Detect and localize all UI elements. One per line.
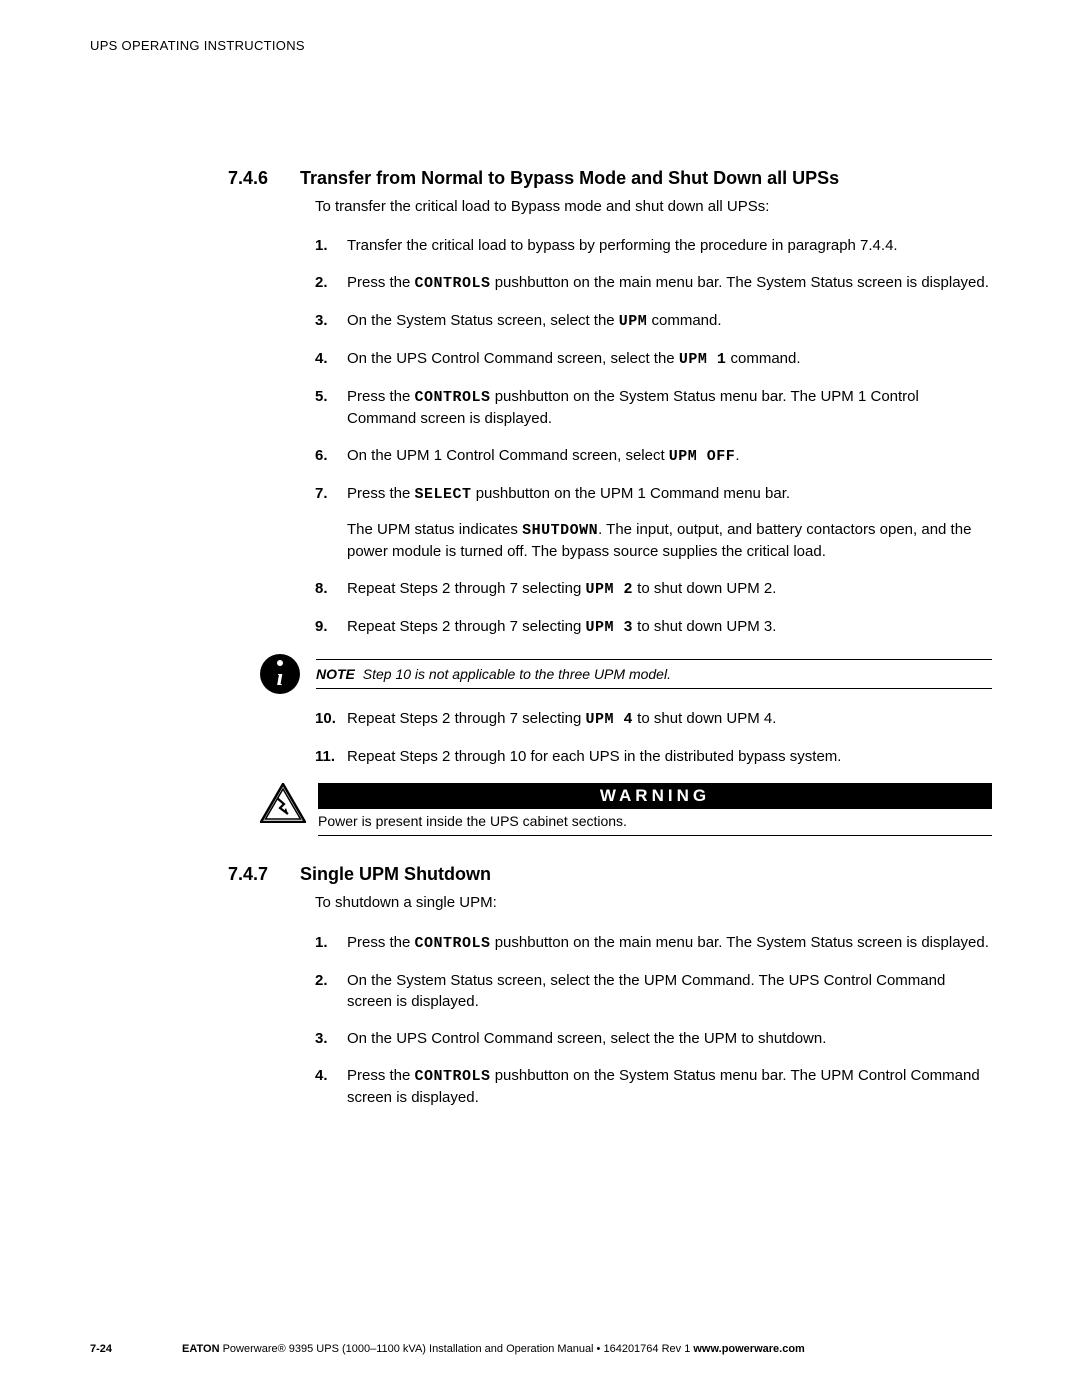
follow-pre: The UPM status indicates bbox=[347, 521, 522, 538]
step-item: Press the CONTROLS pushbutton on the Sys… bbox=[315, 386, 992, 429]
footer-brand: EATON bbox=[182, 1343, 220, 1355]
page-header: UPS OPERATING INSTRUCTIONS bbox=[90, 38, 992, 53]
warning-icon bbox=[260, 783, 306, 823]
info-icon: ı bbox=[260, 654, 300, 694]
note-body: Step 10 is not applicable to the three U… bbox=[363, 666, 671, 682]
note-block: ı NOTE Step 10 is not applicable to the … bbox=[260, 654, 992, 694]
step-item: On the UPS Control Command screen, selec… bbox=[315, 348, 992, 370]
follow-mono: SHUTDOWN bbox=[522, 522, 598, 539]
step-item: On the UPS Control Command screen, selec… bbox=[315, 1028, 992, 1049]
step-item: Press the CONTROLS pushbutton on the mai… bbox=[315, 932, 992, 954]
step-item: On the System Status screen, select the … bbox=[315, 310, 992, 332]
step-item: Press the CONTROLS pushbutton on the mai… bbox=[315, 272, 992, 294]
note-text: NOTE Step 10 is not applicable to the th… bbox=[316, 666, 992, 682]
footer-url: www.powerware.com bbox=[693, 1343, 804, 1355]
warning-title: WARNING bbox=[318, 783, 992, 809]
section-title: Single UPM Shutdown bbox=[300, 864, 491, 885]
step-item: Repeat Steps 2 through 7 selecting UPM 3… bbox=[315, 616, 992, 638]
step-item: Transfer the critical load to bypass by … bbox=[315, 235, 992, 256]
section-heading-746: 7.4.6 Transfer from Normal to Bypass Mod… bbox=[90, 168, 992, 189]
warning-text: Power is present inside the UPS cabinet … bbox=[318, 809, 992, 836]
page-number: 7-24 bbox=[90, 1343, 112, 1355]
page-footer: 7-24 EATON Powerware® 9395 UPS (1000–110… bbox=[90, 1343, 992, 1355]
warning-block: WARNING Power is present inside the UPS … bbox=[260, 783, 992, 836]
follow-paragraph: The UPM status indicates SHUTDOWN. The i… bbox=[347, 519, 992, 562]
step-item: Repeat Steps 2 through 10 for each UPS i… bbox=[315, 746, 992, 767]
step-item: Repeat Steps 2 through 7 selecting UPM 4… bbox=[315, 708, 992, 730]
ordered-steps-747: Press the CONTROLS pushbutton on the mai… bbox=[315, 932, 992, 1108]
ordered-steps-746a: Transfer the critical load to bypass by … bbox=[315, 235, 992, 505]
warning-content: WARNING Power is present inside the UPS … bbox=[318, 783, 992, 836]
step-item: On the System Status screen, select the … bbox=[315, 970, 992, 1012]
footer-mid: Powerware® 9395 UPS (1000–1100 kVA) Inst… bbox=[220, 1343, 694, 1355]
note-label: NOTE bbox=[316, 666, 355, 682]
section-number: 7.4.7 bbox=[228, 864, 268, 885]
ordered-steps-746c: Repeat Steps 2 through 7 selecting UPM 4… bbox=[315, 708, 992, 767]
section-title: Transfer from Normal to Bypass Mode and … bbox=[300, 168, 839, 189]
step-item: Repeat Steps 2 through 7 selecting UPM 2… bbox=[315, 578, 992, 600]
step-item: On the UPM 1 Control Command screen, sel… bbox=[315, 445, 992, 467]
step-item: Press the SELECT pushbutton on the UPM 1… bbox=[315, 483, 992, 505]
step-item: Press the CONTROLS pushbutton on the Sys… bbox=[315, 1065, 992, 1108]
ordered-steps-746b: Repeat Steps 2 through 7 selecting UPM 2… bbox=[315, 578, 992, 638]
section-number: 7.4.6 bbox=[228, 168, 268, 189]
section-intro: To shutdown a single UPM: bbox=[315, 893, 992, 913]
note-text-wrap: NOTE Step 10 is not applicable to the th… bbox=[316, 659, 992, 689]
section-intro: To transfer the critical load to Bypass … bbox=[315, 197, 992, 217]
section-heading-747: 7.4.7 Single UPM Shutdown bbox=[90, 864, 992, 885]
